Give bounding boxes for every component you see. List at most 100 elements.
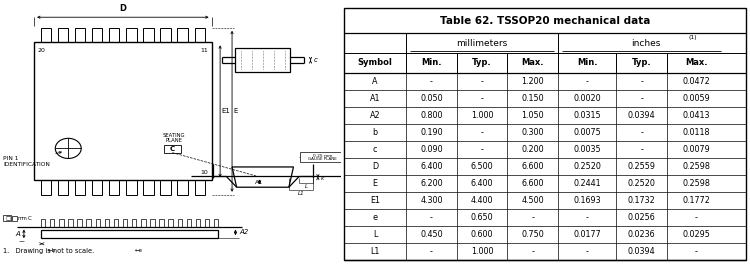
Text: inches: inches xyxy=(632,39,661,47)
Text: c: c xyxy=(314,57,318,63)
Text: 1.   Drawing is not to scale.: 1. Drawing is not to scale. xyxy=(4,248,94,254)
Text: -: - xyxy=(532,247,534,256)
Text: C: C xyxy=(28,216,32,221)
Bar xyxy=(178,219,182,227)
Text: -: - xyxy=(430,77,433,86)
Text: mm: mm xyxy=(17,216,27,221)
Text: (1): (1) xyxy=(688,35,698,40)
Text: A1: A1 xyxy=(370,94,380,103)
Bar xyxy=(300,152,345,162)
Text: -: - xyxy=(481,94,484,103)
Text: 4.400: 4.400 xyxy=(471,196,494,205)
Text: 0.25 mm: 0.25 mm xyxy=(313,154,332,158)
Text: Min.: Min. xyxy=(577,59,598,67)
Text: -: - xyxy=(586,213,589,222)
Bar xyxy=(75,180,86,195)
Text: Typ.: Typ. xyxy=(472,59,492,67)
Text: 0.1693: 0.1693 xyxy=(574,196,601,205)
Bar xyxy=(143,28,154,42)
Text: 0.150: 0.150 xyxy=(521,94,544,103)
Text: E1: E1 xyxy=(370,196,380,205)
Text: ←b: ←b xyxy=(48,248,56,253)
Bar xyxy=(68,219,73,227)
Bar xyxy=(77,219,82,227)
Bar xyxy=(194,180,205,195)
Text: -: - xyxy=(586,77,589,86)
Text: -: - xyxy=(640,128,644,137)
Text: 1.000: 1.000 xyxy=(471,111,494,120)
Text: 0.0394: 0.0394 xyxy=(628,111,656,120)
Text: 0.0177: 0.0177 xyxy=(574,230,602,239)
Text: Min.: Min. xyxy=(422,59,442,67)
Text: 20: 20 xyxy=(38,48,46,53)
Text: -: - xyxy=(481,145,484,154)
Text: 6.500: 6.500 xyxy=(471,162,494,171)
Bar xyxy=(159,219,164,227)
Bar xyxy=(58,28,68,42)
Text: A: A xyxy=(372,77,378,86)
Text: GAUGE PLANE: GAUGE PLANE xyxy=(308,157,337,161)
Bar xyxy=(187,219,191,227)
Text: 4.500: 4.500 xyxy=(521,196,544,205)
Bar xyxy=(178,28,188,42)
Text: PIN 1
IDENTIFICATION: PIN 1 IDENTIFICATION xyxy=(4,152,62,167)
Bar xyxy=(41,180,51,195)
Bar xyxy=(196,219,200,227)
Text: 0.1732: 0.1732 xyxy=(628,196,656,205)
Text: ←e: ←e xyxy=(134,248,142,253)
Text: 11: 11 xyxy=(200,48,208,53)
Bar xyxy=(126,28,136,42)
Text: 0.2520: 0.2520 xyxy=(628,179,656,188)
Bar xyxy=(105,219,110,227)
Bar xyxy=(236,48,290,72)
Bar xyxy=(95,219,100,227)
Bar xyxy=(34,42,212,180)
Text: 0.0472: 0.0472 xyxy=(682,77,710,86)
Text: 1.000: 1.000 xyxy=(471,247,494,256)
Bar xyxy=(126,180,136,195)
Bar xyxy=(4,215,11,221)
Bar xyxy=(50,219,55,227)
Text: L: L xyxy=(373,230,377,239)
Text: -: - xyxy=(640,145,644,154)
Bar xyxy=(59,219,64,227)
Text: L1: L1 xyxy=(298,191,304,196)
Text: 1.050: 1.050 xyxy=(521,111,544,120)
Text: 0.300: 0.300 xyxy=(521,128,544,137)
Text: Symbol: Symbol xyxy=(358,59,392,67)
Text: 0.750: 0.750 xyxy=(521,230,544,239)
Text: SEATING
PLANE: SEATING PLANE xyxy=(163,132,185,143)
Bar xyxy=(92,180,102,195)
Text: L1: L1 xyxy=(370,247,380,256)
Bar xyxy=(178,180,188,195)
Text: 0.0315: 0.0315 xyxy=(574,111,601,120)
Bar xyxy=(214,219,218,227)
Text: b: b xyxy=(373,128,377,137)
Bar xyxy=(132,219,136,227)
Text: 0.800: 0.800 xyxy=(420,111,442,120)
Text: 6.600: 6.600 xyxy=(521,179,544,188)
Text: 4.300: 4.300 xyxy=(420,196,442,205)
Text: 0.0075: 0.0075 xyxy=(574,128,602,137)
Text: 0.190: 0.190 xyxy=(420,128,442,137)
Text: D: D xyxy=(372,162,378,171)
Text: 6.400: 6.400 xyxy=(471,179,494,188)
Bar xyxy=(194,28,205,42)
Text: 0.0295: 0.0295 xyxy=(682,230,710,239)
Text: A2: A2 xyxy=(370,111,380,120)
Bar xyxy=(75,28,86,42)
Text: 0.0256: 0.0256 xyxy=(628,213,656,222)
Bar xyxy=(160,180,170,195)
Text: 0.2598: 0.2598 xyxy=(682,179,710,188)
Text: 6.600: 6.600 xyxy=(521,162,544,171)
Text: 0.2598: 0.2598 xyxy=(682,162,710,171)
Text: 0.2520: 0.2520 xyxy=(573,162,602,171)
Text: 0.090: 0.090 xyxy=(420,145,442,154)
Text: -: - xyxy=(586,247,589,256)
Text: L: L xyxy=(304,184,307,189)
Text: C: C xyxy=(170,146,175,152)
Bar xyxy=(150,219,154,227)
Text: e: e xyxy=(373,213,377,222)
Text: A2: A2 xyxy=(239,229,249,235)
Text: E: E xyxy=(234,108,238,114)
